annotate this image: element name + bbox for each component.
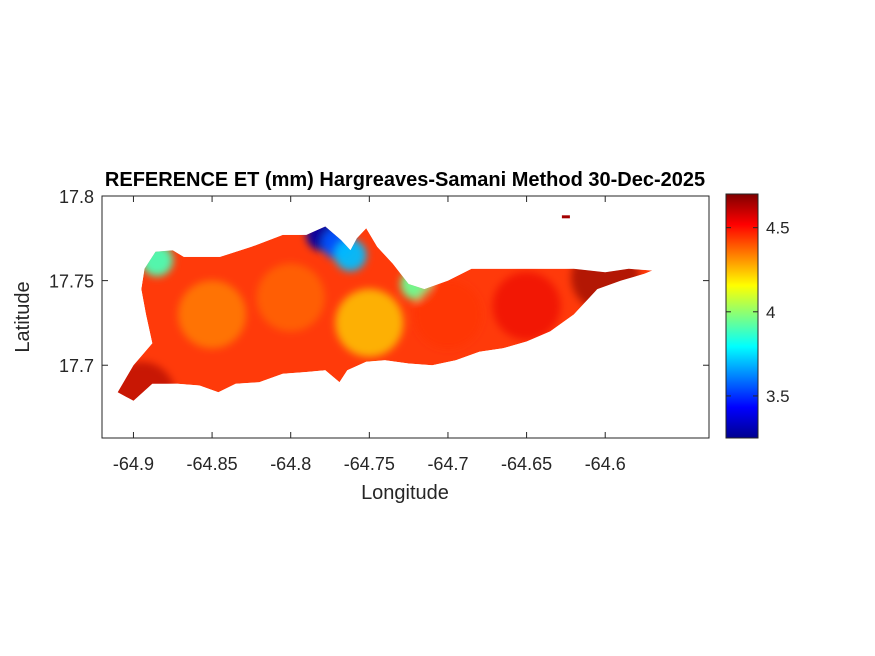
y-tick-label: 17.7	[59, 356, 94, 376]
x-tick-label: -64.6	[585, 454, 626, 474]
x-tick-label: -64.75	[344, 454, 395, 474]
et-sample-6	[256, 263, 325, 332]
chart-title: REFERENCE ET (mm) Hargreaves-Samani Meth…	[105, 169, 705, 191]
x-tick-label: -64.85	[187, 454, 238, 474]
axes-box	[101, 195, 710, 439]
et-sample-5	[178, 280, 247, 349]
x-tick-label: -64.65	[501, 454, 552, 474]
x-tick-label: -64.9	[113, 454, 154, 474]
et-sample-9	[492, 272, 561, 340]
x-axis-label: Longitude	[361, 482, 449, 504]
colorbar	[725, 193, 759, 439]
y-axis-label: Latitude	[12, 281, 34, 352]
colorbar-tick-label: 4	[766, 303, 775, 322]
y-tick-label: 17.75	[49, 272, 94, 292]
y-tick-label: 17.8	[59, 187, 94, 207]
et-sample-8	[413, 280, 482, 349]
x-tick-label: -64.7	[427, 454, 468, 474]
colorbar-tick-label: 4.5	[766, 219, 790, 238]
x-axis: -64.9 -64.85 -64.8 -64.75 -64.7 -64.65 -64.6	[113, 196, 626, 474]
x-tick-label: -64.8	[270, 454, 311, 474]
et-sample-7	[335, 288, 404, 357]
islet-marker	[561, 215, 570, 219]
y-axis: 17.7 17.75 17.8	[49, 187, 709, 376]
colorbar-ticks: 3.5 4 4.5	[726, 219, 790, 406]
colorbar-tick-label: 3.5	[766, 387, 790, 406]
et-sample-3	[334, 239, 367, 272]
